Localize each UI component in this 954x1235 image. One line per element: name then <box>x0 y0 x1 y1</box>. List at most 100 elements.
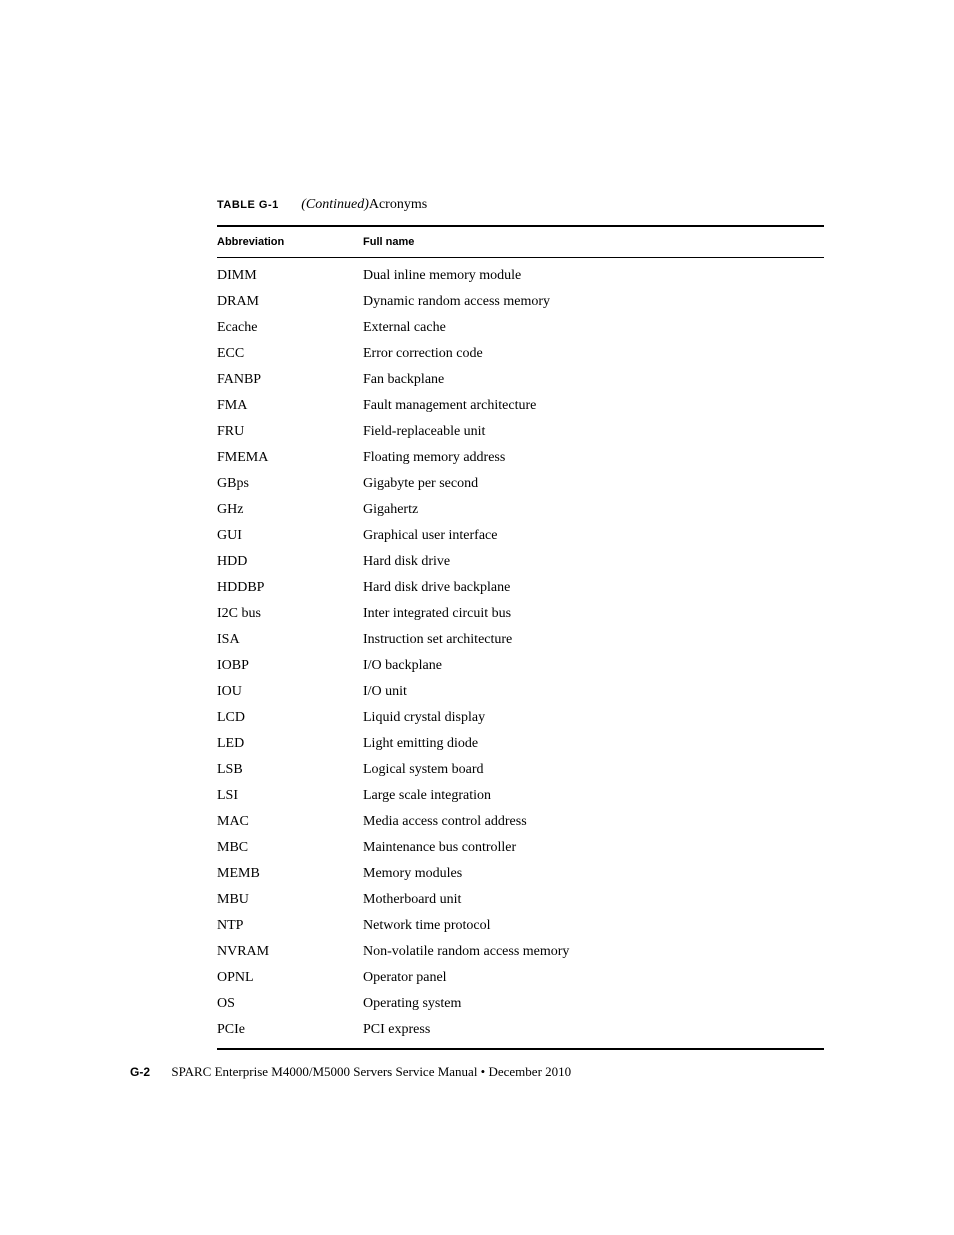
cell-abbreviation: FMEMA <box>217 445 363 471</box>
cell-abbreviation: MEMB <box>217 861 363 887</box>
table-caption: TABLE G-1 (Continued)Acronyms <box>217 195 824 213</box>
cell-fullname: PCI express <box>363 1017 824 1049</box>
cell-abbreviation: OPNL <box>217 965 363 991</box>
cell-abbreviation: IOBP <box>217 653 363 679</box>
cell-abbreviation: GBps <box>217 471 363 497</box>
cell-fullname: Logical system board <box>363 757 824 783</box>
cell-fullname: Fault management architecture <box>363 393 824 419</box>
table-row: IOUI/O unit <box>217 679 824 705</box>
cell-fullname: I/O backplane <box>363 653 824 679</box>
cell-fullname: Inter integrated circuit bus <box>363 601 824 627</box>
cell-abbreviation: FMA <box>217 393 363 419</box>
table-title: Acronyms <box>369 197 427 212</box>
cell-fullname: Light emitting diode <box>363 731 824 757</box>
cell-abbreviation: MAC <box>217 809 363 835</box>
cell-fullname: Dual inline memory module <box>363 258 824 290</box>
cell-fullname: Field-replaceable unit <box>363 419 824 445</box>
cell-abbreviation: LED <box>217 731 363 757</box>
table-row: LCDLiquid crystal display <box>217 705 824 731</box>
cell-abbreviation: DRAM <box>217 289 363 315</box>
cell-fullname: Hard disk drive <box>363 549 824 575</box>
cell-fullname: Memory modules <box>363 861 824 887</box>
cell-fullname: Error correction code <box>363 341 824 367</box>
cell-fullname: External cache <box>363 315 824 341</box>
cell-fullname: Network time protocol <box>363 913 824 939</box>
table-row: GHzGigahertz <box>217 497 824 523</box>
table-row: NVRAMNon-volatile random access memory <box>217 939 824 965</box>
cell-abbreviation: PCIe <box>217 1017 363 1049</box>
cell-abbreviation: LSI <box>217 783 363 809</box>
table-label: TABLE G-1 <box>217 199 279 211</box>
cell-abbreviation: LSB <box>217 757 363 783</box>
cell-fullname: Motherboard unit <box>363 887 824 913</box>
table-row: DRAMDynamic random access memory <box>217 289 824 315</box>
cell-abbreviation: NTP <box>217 913 363 939</box>
cell-fullname: Operator panel <box>363 965 824 991</box>
table-row: IOBPI/O backplane <box>217 653 824 679</box>
table-row: EcacheExternal cache <box>217 315 824 341</box>
cell-abbreviation: MBU <box>217 887 363 913</box>
cell-abbreviation: MBC <box>217 835 363 861</box>
table-row: FRUField-replaceable unit <box>217 419 824 445</box>
cell-abbreviation: FRU <box>217 419 363 445</box>
cell-fullname: Dynamic random access memory <box>363 289 824 315</box>
footer-text: SPARC Enterprise M4000/M5000 Servers Ser… <box>171 1064 571 1079</box>
cell-abbreviation: NVRAM <box>217 939 363 965</box>
table-row: I2C busInter integrated circuit bus <box>217 601 824 627</box>
cell-abbreviation: ECC <box>217 341 363 367</box>
cell-fullname: Gigahertz <box>363 497 824 523</box>
cell-abbreviation: HDD <box>217 549 363 575</box>
cell-fullname: Instruction set architecture <box>363 627 824 653</box>
page-content: TABLE G-1 (Continued)Acronyms Abbreviati… <box>0 0 954 1050</box>
table-row: OSOperating system <box>217 991 824 1017</box>
cell-abbreviation: ISA <box>217 627 363 653</box>
table-row: FMAFault management architecture <box>217 393 824 419</box>
cell-fullname: Non-volatile random access memory <box>363 939 824 965</box>
cell-abbreviation: LCD <box>217 705 363 731</box>
cell-fullname: Hard disk drive backplane <box>363 575 824 601</box>
table-continued: (Continued) <box>301 197 369 212</box>
table-body: DIMMDual inline memory moduleDRAMDynamic… <box>217 258 824 1050</box>
table-row: MBCMaintenance bus controller <box>217 835 824 861</box>
table-row: LSBLogical system board <box>217 757 824 783</box>
cell-fullname: I/O unit <box>363 679 824 705</box>
cell-fullname: Gigabyte per second <box>363 471 824 497</box>
table-row: FMEMAFloating memory address <box>217 445 824 471</box>
table-row: MEMBMemory modules <box>217 861 824 887</box>
table-row: ECCError correction code <box>217 341 824 367</box>
cell-abbreviation: GUI <box>217 523 363 549</box>
cell-abbreviation: DIMM <box>217 258 363 290</box>
cell-abbreviation: FANBP <box>217 367 363 393</box>
table-row: MBUMotherboard unit <box>217 887 824 913</box>
cell-fullname: Floating memory address <box>363 445 824 471</box>
table-row: ISAInstruction set architecture <box>217 627 824 653</box>
cell-fullname: Operating system <box>363 991 824 1017</box>
cell-fullname: Media access control address <box>363 809 824 835</box>
acronym-table: Abbreviation Full name DIMMDual inline m… <box>217 225 824 1050</box>
table-row: LEDLight emitting diode <box>217 731 824 757</box>
cell-abbreviation: OS <box>217 991 363 1017</box>
table-row: GBpsGigabyte per second <box>217 471 824 497</box>
cell-fullname: Large scale integration <box>363 783 824 809</box>
cell-fullname: Graphical user interface <box>363 523 824 549</box>
table-header-row: Abbreviation Full name <box>217 226 824 258</box>
table-row: HDDHard disk drive <box>217 549 824 575</box>
page-footer: G-2 SPARC Enterprise M4000/M5000 Servers… <box>130 1064 571 1080</box>
table-row: HDDBPHard disk drive backplane <box>217 575 824 601</box>
cell-abbreviation: IOU <box>217 679 363 705</box>
cell-fullname: Fan backplane <box>363 367 824 393</box>
cell-fullname: Maintenance bus controller <box>363 835 824 861</box>
header-abbreviation: Abbreviation <box>217 226 363 258</box>
table-row: OPNLOperator panel <box>217 965 824 991</box>
cell-fullname: Liquid crystal display <box>363 705 824 731</box>
footer-page-number: G-2 <box>130 1065 150 1079</box>
table-row: DIMMDual inline memory module <box>217 258 824 290</box>
table-row: LSILarge scale integration <box>217 783 824 809</box>
header-fullname: Full name <box>363 226 824 258</box>
table-row: GUIGraphical user interface <box>217 523 824 549</box>
table-row: PCIePCI express <box>217 1017 824 1049</box>
table-row: NTPNetwork time protocol <box>217 913 824 939</box>
cell-abbreviation: GHz <box>217 497 363 523</box>
cell-abbreviation: I2C bus <box>217 601 363 627</box>
cell-abbreviation: Ecache <box>217 315 363 341</box>
